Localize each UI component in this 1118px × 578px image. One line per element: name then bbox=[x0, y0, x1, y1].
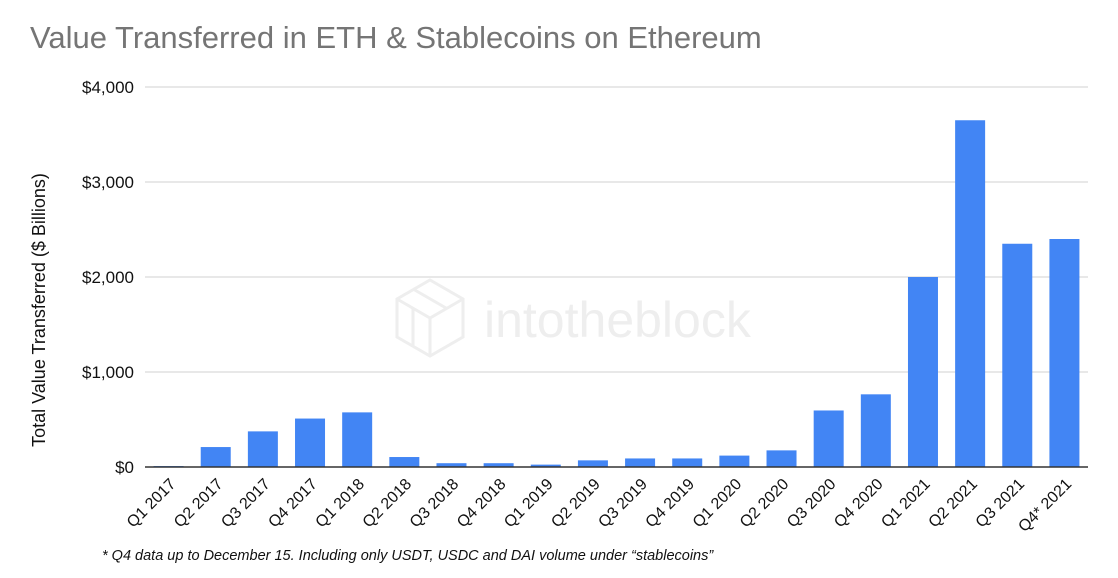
watermark-logo-icon bbox=[395, 278, 465, 358]
bar bbox=[672, 458, 703, 467]
x-tick-label: Q2 2018 bbox=[360, 476, 415, 531]
bar bbox=[389, 457, 420, 467]
bar bbox=[1002, 243, 1033, 467]
bar bbox=[955, 120, 986, 467]
bar bbox=[907, 277, 938, 467]
bar bbox=[813, 410, 844, 467]
x-tick-label: Q2 2017 bbox=[171, 476, 226, 531]
x-tick-label: Q3 2018 bbox=[407, 476, 462, 531]
y-axis-ticks: $0 $1,000 $2,000 $3,000 $4,000 bbox=[82, 78, 134, 477]
x-tick-label: Q4 2019 bbox=[643, 476, 698, 531]
y-axis-label: Total Value Transferred ($ Billions) bbox=[29, 173, 49, 447]
x-tick-label: Q1 2018 bbox=[313, 476, 368, 531]
x-tick-label: Q2 2020 bbox=[737, 476, 792, 531]
y-tick-label: $3,000 bbox=[82, 173, 134, 192]
bar bbox=[436, 463, 467, 467]
x-tick-label: Q3 2017 bbox=[218, 476, 273, 531]
y-tick-label: $4,000 bbox=[82, 78, 134, 97]
y-tick-label: $0 bbox=[115, 458, 134, 477]
bar bbox=[483, 463, 514, 467]
x-tick-label: Q1 2019 bbox=[501, 476, 556, 531]
x-tick-label: Q4 2017 bbox=[265, 476, 320, 531]
x-tick-label: Q1 2021 bbox=[878, 476, 933, 531]
x-tick-label: Q1 2017 bbox=[124, 476, 179, 531]
bar bbox=[1049, 239, 1080, 467]
bar bbox=[342, 412, 373, 467]
bar bbox=[719, 455, 750, 467]
x-tick-label: Q3 2020 bbox=[784, 476, 839, 531]
x-tick-label: Q1 2020 bbox=[690, 476, 745, 531]
bar bbox=[625, 458, 656, 467]
bar bbox=[530, 464, 561, 467]
x-tick-label: Q3 2019 bbox=[595, 476, 650, 531]
chart-title: Value Transferred in ETH & Stablecoins o… bbox=[30, 20, 762, 55]
x-tick-label: Q2 2021 bbox=[926, 476, 981, 531]
x-tick-label: Q2 2019 bbox=[548, 476, 603, 531]
bars bbox=[153, 120, 1080, 467]
x-tick-label: Q4 2020 bbox=[831, 476, 886, 531]
bar bbox=[247, 431, 278, 467]
y-tick-label: $2,000 bbox=[82, 268, 134, 287]
bar bbox=[766, 450, 797, 467]
x-tick-label: Q4 2018 bbox=[454, 476, 509, 531]
bar bbox=[577, 460, 608, 467]
footnote: * Q4 data up to December 15. Including o… bbox=[102, 548, 714, 564]
watermark: intotheblock bbox=[395, 278, 752, 358]
bar bbox=[860, 394, 891, 467]
bar bbox=[295, 418, 326, 467]
y-tick-label: $1,000 bbox=[82, 363, 134, 382]
watermark-text: intotheblock bbox=[484, 292, 752, 348]
bar bbox=[200, 447, 231, 467]
